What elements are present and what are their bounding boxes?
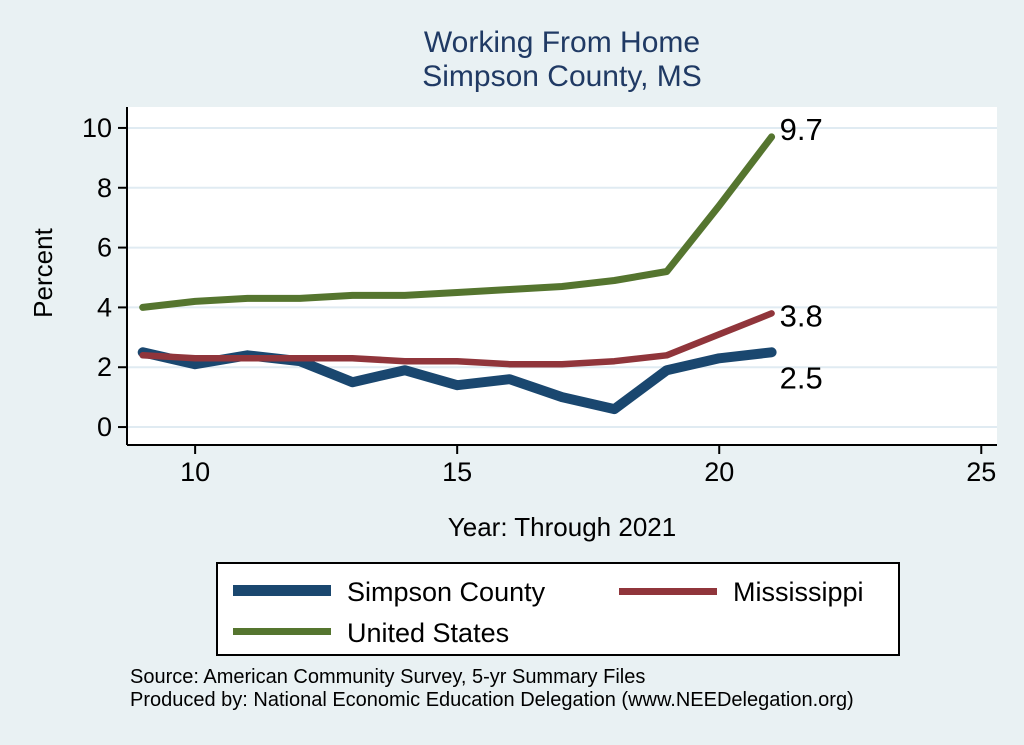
x-tick-label-20: 20 bbox=[704, 457, 734, 487]
end-label-mississippi: 3.8 bbox=[780, 298, 823, 333]
y-tick-label-10: 10 bbox=[82, 113, 112, 143]
x-tick-label-10: 10 bbox=[180, 457, 210, 487]
y-tick-label-6: 6 bbox=[97, 233, 112, 263]
chart-title-line1: Working From Home bbox=[423, 26, 701, 59]
end-label-united-states: 9.7 bbox=[780, 112, 823, 147]
chart-title-line2: Simpson County, MS bbox=[422, 60, 702, 93]
chart-legend: Simpson County Mississippi United States bbox=[216, 562, 900, 656]
legend-swatch-united-states bbox=[233, 628, 331, 635]
legend-label-simpson-county: Simpson County bbox=[347, 577, 546, 607]
y-tick-label-8: 8 bbox=[97, 173, 112, 203]
x-axis-title: Year: Through 2021 bbox=[447, 512, 677, 542]
x-tick-label-15: 15 bbox=[442, 457, 472, 487]
y-tick-label-2: 2 bbox=[97, 352, 112, 382]
y-axis-title: Percent bbox=[28, 228, 58, 318]
legend-label-mississippi: Mississippi bbox=[733, 577, 864, 607]
series-line-mississippi bbox=[139, 310, 775, 368]
plot-background bbox=[127, 107, 997, 445]
source-note: Source: American Community Survey, 5-yr … bbox=[130, 666, 990, 712]
legend-swatch-mississippi bbox=[619, 588, 717, 595]
legend-swatch-simpson-county bbox=[233, 585, 331, 596]
end-label-simpson-county: 2.5 bbox=[780, 360, 823, 395]
legend-label-united-states: United States bbox=[347, 618, 510, 648]
y-tick-label-4: 4 bbox=[97, 292, 112, 322]
x-tick-label-25: 25 bbox=[966, 457, 996, 487]
source-line: Source: American Community Survey, 5-yr … bbox=[130, 666, 646, 688]
produced-by-line: Produced by: National Economic Education… bbox=[130, 689, 854, 711]
series-line-united-states bbox=[139, 133, 776, 311]
y-tick-label-0: 0 bbox=[97, 412, 112, 442]
chart-title: Working From Home Simpson County, MS bbox=[127, 26, 997, 94]
